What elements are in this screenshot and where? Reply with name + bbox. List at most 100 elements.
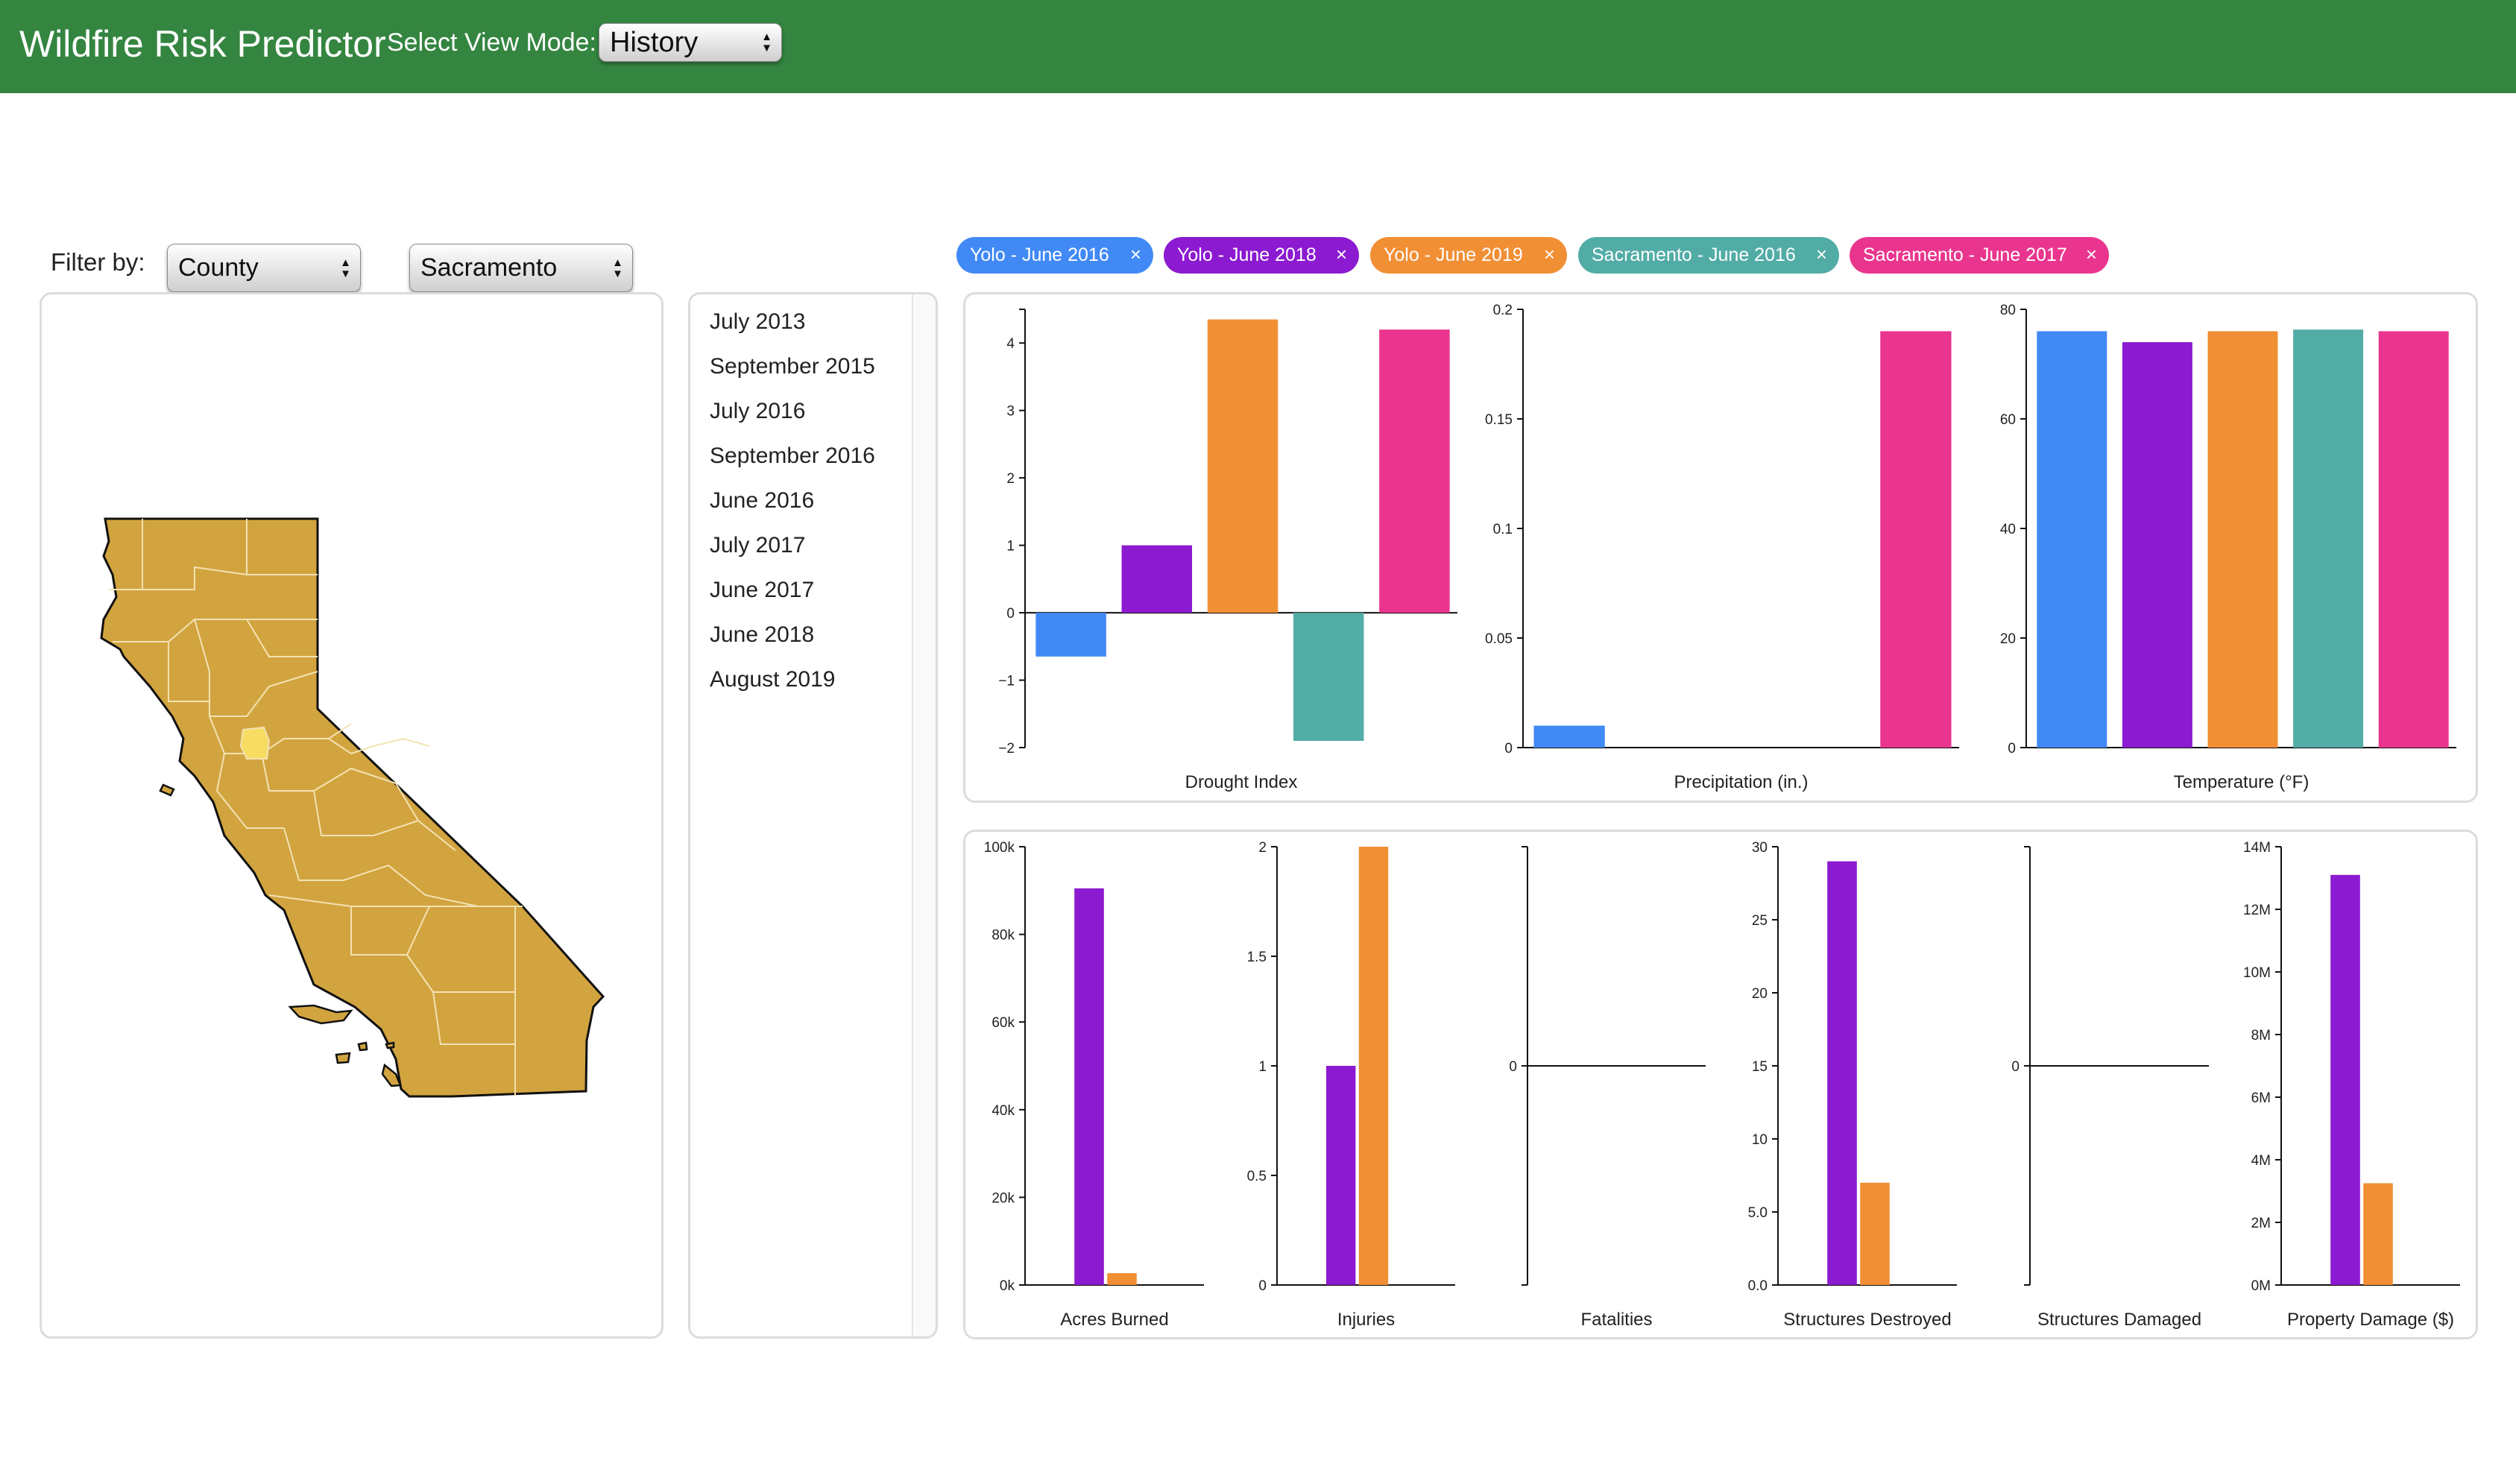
bar[interactable]	[1880, 331, 1952, 748]
bar[interactable]	[2037, 331, 2107, 748]
filter-value-value: Sacramento	[420, 253, 558, 282]
y-tick-label: 10	[1752, 1132, 1768, 1148]
sacramento-county-shape[interactable]	[239, 726, 271, 760]
x-axis-label: Acres Burned	[1060, 1310, 1168, 1330]
x-axis-label: Structures Destroyed	[1783, 1310, 1951, 1330]
bar[interactable]	[2207, 331, 2278, 748]
bar[interactable]	[1860, 1182, 1890, 1285]
bar-chart: 0 20 40 60 80 Temperature (°F)	[2000, 303, 2456, 792]
y-tick-label: 10M	[2243, 965, 2271, 981]
selection-tag-label: Yolo - June 2016	[970, 244, 1109, 265]
y-tick-label: −1	[998, 674, 1015, 689]
date-list-item[interactable]: July 2017	[710, 533, 806, 558]
remove-tag-icon[interactable]: ×	[1815, 243, 1827, 265]
bar[interactable]	[1107, 1273, 1137, 1285]
map-panel	[40, 292, 663, 1339]
date-list-item[interactable]: September 2016	[710, 443, 875, 468]
y-tick-label: 14M	[2243, 840, 2271, 856]
select-arrows-icon: ▲ ▼	[761, 31, 772, 54]
bar[interactable]	[1207, 319, 1279, 613]
y-tick-label: 60k	[991, 1015, 1015, 1031]
y-tick-label: 40	[2000, 522, 2016, 537]
bar-chart: 0 Structures Damaged	[2011, 846, 2209, 1330]
california-map[interactable]	[42, 294, 661, 1336]
y-tick-label: 20	[1752, 986, 1768, 1002]
remove-tag-icon[interactable]: ×	[1543, 243, 1555, 265]
y-tick-label: 5.0	[1748, 1205, 1768, 1221]
y-tick-label: 2	[1006, 471, 1015, 487]
y-tick-label: 4	[1006, 336, 1015, 352]
date-list-item[interactable]: June 2016	[710, 488, 815, 513]
selection-tag-label: Sacramento - June 2017	[1863, 244, 2067, 265]
bar-chart: 0k 20k 40k 60k 80k 100k Acres Burned	[984, 840, 1204, 1330]
x-axis-label: Property Damage ($)	[2287, 1310, 2454, 1330]
y-tick-label: 0	[1258, 1278, 1267, 1294]
y-tick-label: 100k	[984, 840, 1015, 856]
bar-chart: 0.0 5.0 10 15 20 25 30 Structures Destroyed	[1748, 840, 1957, 1330]
bar[interactable]	[1121, 545, 1193, 613]
date-list-item[interactable]: June 2017	[710, 578, 815, 602]
date-list-item[interactable]: July 2013	[710, 309, 806, 334]
y-tick-label: 0.2	[1493, 303, 1513, 318]
filter-type-select[interactable]: County ▲ ▼	[167, 244, 361, 292]
bar-chart: 0 0.5 1 1.5 2 Injuries	[1247, 840, 1455, 1330]
date-list-item[interactable]: June 2018	[710, 622, 815, 647]
bar-chart: 0 0.05 0.1 0.15 0.2 Precipitation (in.)	[1485, 303, 1959, 792]
y-tick-label: 0	[1006, 606, 1015, 622]
selection-tag: Sacramento - June 2017 ×	[1850, 237, 2109, 274]
y-tick-label: 0.5	[1247, 1169, 1267, 1184]
x-axis-label: Structures Damaged	[2037, 1310, 2201, 1330]
y-tick-label: 12M	[2243, 903, 2271, 918]
x-axis-label: Precipitation (in.)	[1674, 772, 1808, 792]
impact-charts: 0k 20k 40k 60k 80k 100k Acres Burned 0 0.5 1 1.5 2 I…	[984, 840, 2460, 1330]
y-tick-label: 0	[2008, 741, 2016, 757]
selection-tag: Yolo - June 2019 ×	[1370, 237, 1567, 274]
bar[interactable]	[1293, 613, 1364, 741]
selection-tag: Sacramento - June 2016 ×	[1578, 237, 1839, 274]
bar[interactable]	[2330, 874, 2360, 1285]
y-tick-label: 1.5	[1247, 950, 1267, 965]
y-tick-label: 20	[2000, 631, 2016, 647]
bar[interactable]	[2293, 329, 2364, 748]
view-mode-select[interactable]: History ▲ ▼	[599, 23, 782, 62]
remove-tag-icon[interactable]: ×	[1335, 243, 1347, 265]
x-axis-label: Fatalities	[1580, 1310, 1652, 1330]
remove-tag-icon[interactable]: ×	[1129, 243, 1141, 265]
filter-value-select[interactable]: Sacramento ▲ ▼	[409, 244, 633, 292]
bar[interactable]	[1827, 861, 1857, 1285]
date-list-item[interactable]: July 2016	[710, 399, 806, 423]
channel-islands-shapes	[159, 783, 402, 1087]
y-tick-label: 60	[2000, 412, 2016, 428]
bar[interactable]	[1035, 613, 1106, 657]
y-tick-label: 40k	[991, 1103, 1015, 1119]
y-tick-label: 0	[2011, 1059, 2020, 1075]
y-tick-label: 1	[1006, 539, 1015, 555]
bar[interactable]	[1379, 329, 1450, 613]
bar[interactable]	[1074, 888, 1104, 1285]
impact-charts-panel: 0k 20k 40k 60k 80k 100k Acres Burned 0 0.5 1 1.5 2 I…	[963, 830, 2478, 1339]
bar[interactable]	[2378, 331, 2449, 748]
selection-tag-label: Yolo - June 2019	[1384, 244, 1523, 265]
remove-tag-icon[interactable]: ×	[2085, 243, 2097, 265]
date-list-scrollbar[interactable]	[912, 294, 936, 1336]
top-bar: Wildfire Risk Predictor Select View Mode…	[0, 0, 2516, 93]
bar[interactable]	[2363, 1183, 2393, 1286]
y-tick-label: 1	[1258, 1059, 1267, 1075]
y-tick-label: 0.1	[1493, 522, 1513, 537]
california-state-shape[interactable]	[100, 517, 605, 1098]
y-tick-label: 2M	[2251, 1216, 2271, 1231]
date-list-item[interactable]: August 2019	[710, 667, 836, 692]
y-tick-label: 0	[1509, 1059, 1517, 1075]
select-arrows-icon: ▲ ▼	[612, 256, 623, 280]
bar[interactable]	[1358, 847, 1389, 1285]
date-list: July 2013 September 2015 July 2016 Septembe…	[688, 292, 938, 1339]
date-list-item[interactable]: September 2015	[710, 354, 875, 379]
bar[interactable]	[1533, 725, 1605, 748]
y-tick-label: 80k	[991, 928, 1015, 944]
selection-tag-label: Sacramento - June 2016	[1592, 244, 1796, 265]
y-tick-label: 30	[1752, 840, 1768, 856]
selection-tag: Yolo - June 2018 ×	[1164, 237, 1359, 274]
bar[interactable]	[2122, 342, 2192, 748]
bar[interactable]	[1325, 1066, 1356, 1285]
app-title: Wildfire Risk Predictor	[19, 23, 386, 65]
